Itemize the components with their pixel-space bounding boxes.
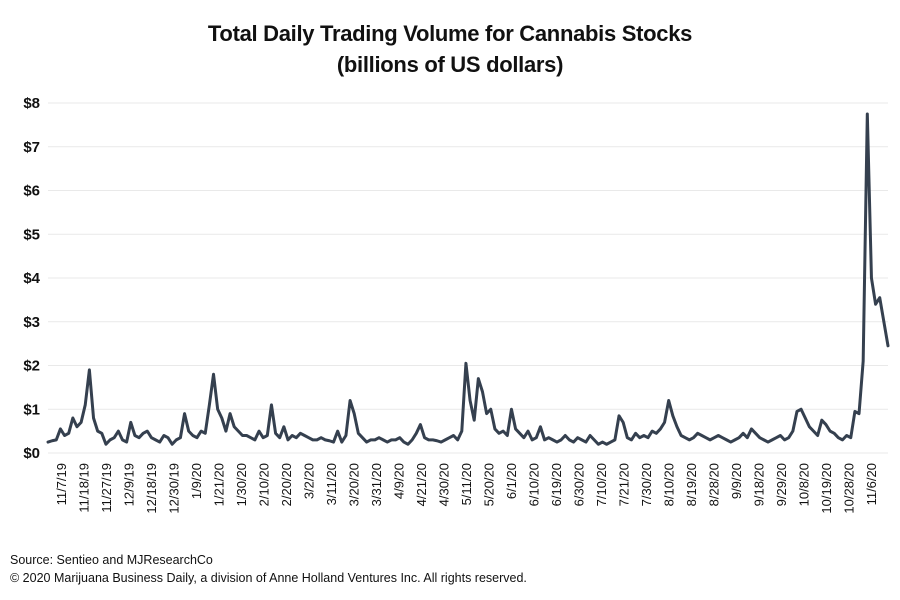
x-tick-label: 11/18/19 (77, 463, 92, 513)
x-tick-label: 10/8/20 (797, 463, 812, 506)
x-tick-label: 7/10/20 (594, 463, 609, 506)
x-tick-label: 6/30/20 (572, 463, 587, 506)
y-tick-label: $1 (23, 401, 40, 418)
x-tick-label: 2/10/20 (257, 463, 272, 506)
y-tick-label: $5 (23, 226, 40, 243)
x-axis-ticks: 11/7/19 11/18/19 11/27/19 12/9/19 12/18/19 12… (54, 463, 879, 514)
x-tick-label: 1/9/20 (189, 463, 204, 499)
y-tick-label: $4 (23, 270, 40, 287)
series-line (46, 112, 890, 446)
y-tick-label: $7 (23, 139, 40, 156)
x-tick-label: 4/21/20 (414, 463, 429, 506)
x-tick-label: 9/18/20 (752, 463, 767, 506)
x-tick-label: 10/19/20 (819, 463, 834, 514)
x-tick-label: 1/30/20 (234, 463, 249, 506)
x-tick-label: 9/29/20 (774, 463, 789, 506)
x-tick-label: 12/18/19 (144, 463, 159, 514)
x-tick-label: 4/9/20 (392, 463, 407, 499)
x-tick-label: 8/19/20 (684, 463, 699, 506)
y-tick-label: $8 (23, 95, 40, 112)
x-tick-label: 1/21/20 (212, 463, 227, 506)
x-tick-label: 6/10/20 (527, 463, 542, 506)
x-tick-label: 12/9/19 (122, 463, 137, 506)
y-axis-ticks: $0 $1 $2 $3 $4 $5 $6 $7 $8 (23, 95, 40, 462)
x-tick-label: 10/28/20 (842, 463, 857, 514)
x-tick-label: 12/30/19 (167, 463, 182, 514)
y-tick-label: $6 (23, 183, 40, 200)
x-tick-label: 3/2/20 (302, 463, 317, 499)
x-tick-label: 8/10/20 (662, 463, 677, 506)
x-tick-label: 6/19/20 (549, 463, 564, 506)
chart-title-block: Total Daily Trading Volume for Cannabis … (0, 18, 900, 80)
x-tick-label: 11/7/19 (54, 463, 69, 505)
x-tick-label: 7/30/20 (639, 463, 654, 506)
x-tick-label: 3/20/20 (347, 463, 362, 506)
copyright-note: © 2020 Marijuana Business Daily, a divis… (10, 571, 527, 585)
y-tick-label: $3 (23, 314, 40, 331)
x-tick-label: 6/1/20 (504, 463, 519, 499)
x-tick-label: 9/9/20 (729, 463, 744, 499)
y-tick-label: $0 (23, 445, 40, 462)
x-tick-label: 11/6/20 (864, 463, 879, 505)
chart-title: Total Daily Trading Volume for Cannabis … (207, 21, 693, 46)
grid-lines (48, 102, 888, 454)
x-tick-label: 5/11/20 (459, 463, 474, 505)
x-tick-label: 3/31/20 (369, 463, 384, 506)
x-tick-label: 7/21/20 (617, 463, 632, 506)
y-tick-label: $2 (23, 358, 40, 375)
chart-subtitle: (billions of US dollars) (336, 52, 564, 77)
x-tick-label: 8/28/20 (707, 463, 722, 506)
x-tick-label: 5/20/20 (482, 463, 497, 506)
x-tick-label: 4/30/20 (437, 463, 452, 506)
x-tick-label: 3/11/20 (324, 463, 339, 505)
source-note: Source: Sentieo and MJResearchCo (10, 553, 213, 567)
x-tick-label: 2/20/20 (279, 463, 294, 506)
x-tick-label: 11/27/19 (99, 463, 114, 513)
series-layer (46, 112, 890, 446)
